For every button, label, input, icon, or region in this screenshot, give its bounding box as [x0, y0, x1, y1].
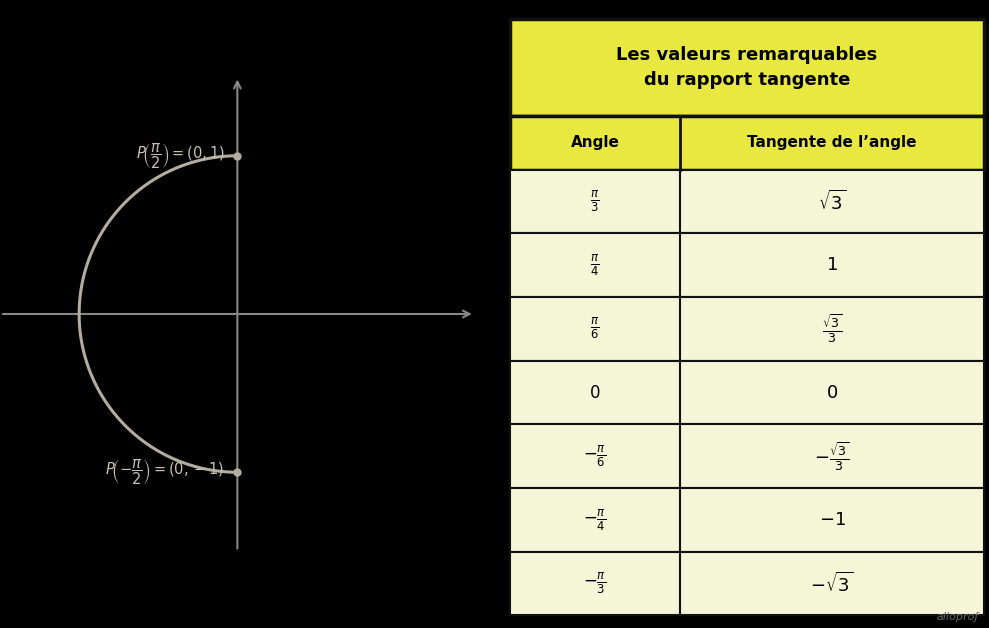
Text: Les valeurs remarquables
du rapport tangente: Les valeurs remarquables du rapport tang…	[616, 46, 877, 89]
Text: $-\sqrt{3}$: $-\sqrt{3}$	[810, 571, 854, 596]
Bar	[509, 116, 984, 170]
Text: $\frac{\pi}{4}$: $\frac{\pi}{4}$	[590, 252, 599, 278]
Text: $0$: $0$	[826, 384, 839, 401]
Text: Tangente de l’angle: Tangente de l’angle	[748, 136, 917, 150]
Text: $\frac{\sqrt{3}}{3}$: $\frac{\sqrt{3}}{3}$	[822, 312, 843, 345]
Text: $-\frac{\pi}{6}$: $-\frac{\pi}{6}$	[584, 443, 606, 469]
Text: $-\frac{\pi}{4}$: $-\frac{\pi}{4}$	[584, 507, 606, 533]
Text: $\frac{\pi}{3}$: $\frac{\pi}{3}$	[590, 189, 599, 214]
Text: $1$: $1$	[826, 256, 838, 274]
Text: $0$: $0$	[589, 384, 600, 401]
Text: $\frac{\pi}{6}$: $\frac{\pi}{6}$	[590, 316, 599, 342]
Text: $-\frac{\sqrt{3}}{3}$: $-\frac{\sqrt{3}}{3}$	[814, 440, 850, 473]
Text: $P\!\left(-\dfrac{\pi}{2}\right) = (0,-1)$: $P\!\left(-\dfrac{\pi}{2}\right) = (0,-1…	[106, 457, 225, 487]
Text: $\sqrt{3}$: $\sqrt{3}$	[818, 189, 847, 214]
Text: $-\frac{\pi}{3}$: $-\frac{\pi}{3}$	[584, 571, 606, 596]
Text: alloproƒ: alloproƒ	[937, 612, 979, 622]
Text: Angle: Angle	[571, 136, 619, 150]
Text: $P\!\left(\dfrac{\pi}{2}\right) = (0,1)$: $P\!\left(\dfrac{\pi}{2}\right) = (0,1)$	[135, 141, 225, 171]
Text: $-1$: $-1$	[819, 511, 846, 529]
